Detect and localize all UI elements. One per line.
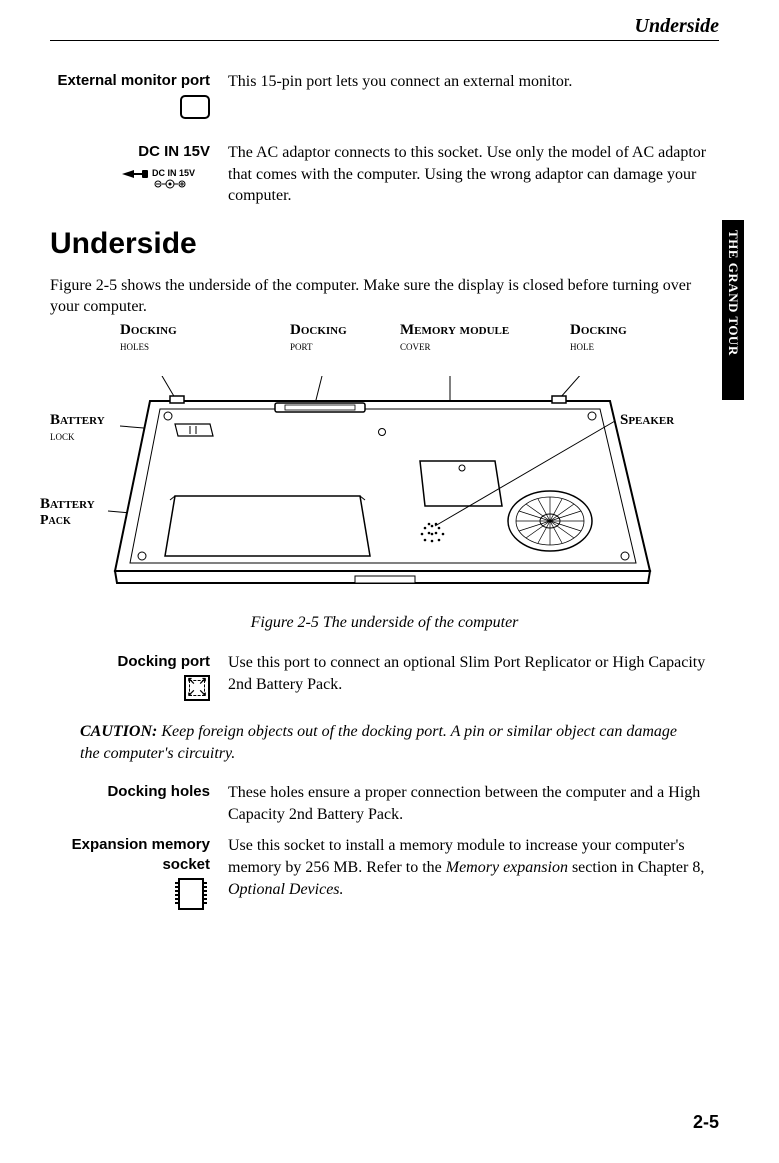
desc-docking-holes: These holes ensure a proper connection b… <box>228 782 719 825</box>
section-title: Underside <box>50 227 719 261</box>
def-dc-in: DC IN 15V DC IN 15V <box>50 142 719 207</box>
callout-battery-pack: Battery Pack <box>40 496 95 529</box>
def-expansion-memory: Expansion memory socket Use this socket … <box>50 835 719 916</box>
section-intro: Figure 2-5 shows the underside of the co… <box>50 275 719 318</box>
callout-memory-cover: Memory module cover <box>400 322 509 355</box>
callout-docking-holes: Docking holes <box>120 322 177 355</box>
diagram-body: Battery lock Battery Pack Speaker <box>90 376 719 606</box>
desc-docking-port: Use this port to connect an optional Sli… <box>228 652 719 707</box>
caution-note: CAUTION: Keep foreign objects out of the… <box>80 721 719 764</box>
dc-label-text: DC IN 15V <box>152 168 195 178</box>
page: Underside THE GRAND TOUR External monito… <box>0 0 779 1163</box>
dc-in-icon: DC IN 15V <box>120 166 210 193</box>
def-docking-holes: Docking holes These holes ensure a prope… <box>50 782 719 825</box>
docking-port-icon: ↖ ↗ ↙ ↘ <box>184 675 210 701</box>
monitor-port-icon <box>180 95 210 119</box>
def-external-monitor: External monitor port This 15-pin port l… <box>50 71 719 124</box>
term-docking-holes: Docking holes <box>50 782 228 825</box>
term-expansion-memory: Expansion memory socket <box>50 835 228 916</box>
figure-caption: Figure 2-5 The underside of the computer <box>50 614 719 632</box>
callout-row-top: Docking holes Docking port Memory module… <box>90 322 719 376</box>
desc-external-monitor: This 15-pin port lets you connect an ext… <box>228 71 719 124</box>
desc-expansion-memory: Use this socket to install a memory modu… <box>228 835 719 916</box>
running-head: Underside <box>50 15 719 41</box>
memory-chip-icon <box>178 878 204 910</box>
page-number: 2-5 <box>693 1112 719 1133</box>
underside-svg <box>90 376 710 606</box>
desc-dc-in: The AC adaptor connects to this socket. … <box>228 142 719 207</box>
callout-docking-port: Docking port <box>290 322 347 355</box>
term-dc-in: DC IN 15V DC IN 15V <box>50 142 228 207</box>
term-docking-port: Docking port ↖ ↗ ↙ ↘ <box>50 652 228 707</box>
callout-docking-hole: Docking hole <box>570 322 627 355</box>
term-external-monitor: External monitor port <box>50 71 228 124</box>
diagram: Docking holes Docking port Memory module… <box>50 322 719 632</box>
def-docking-port: Docking port ↖ ↗ ↙ ↘ Use this port to co… <box>50 652 719 707</box>
side-tab-label: THE GRAND TOUR <box>723 230 743 390</box>
